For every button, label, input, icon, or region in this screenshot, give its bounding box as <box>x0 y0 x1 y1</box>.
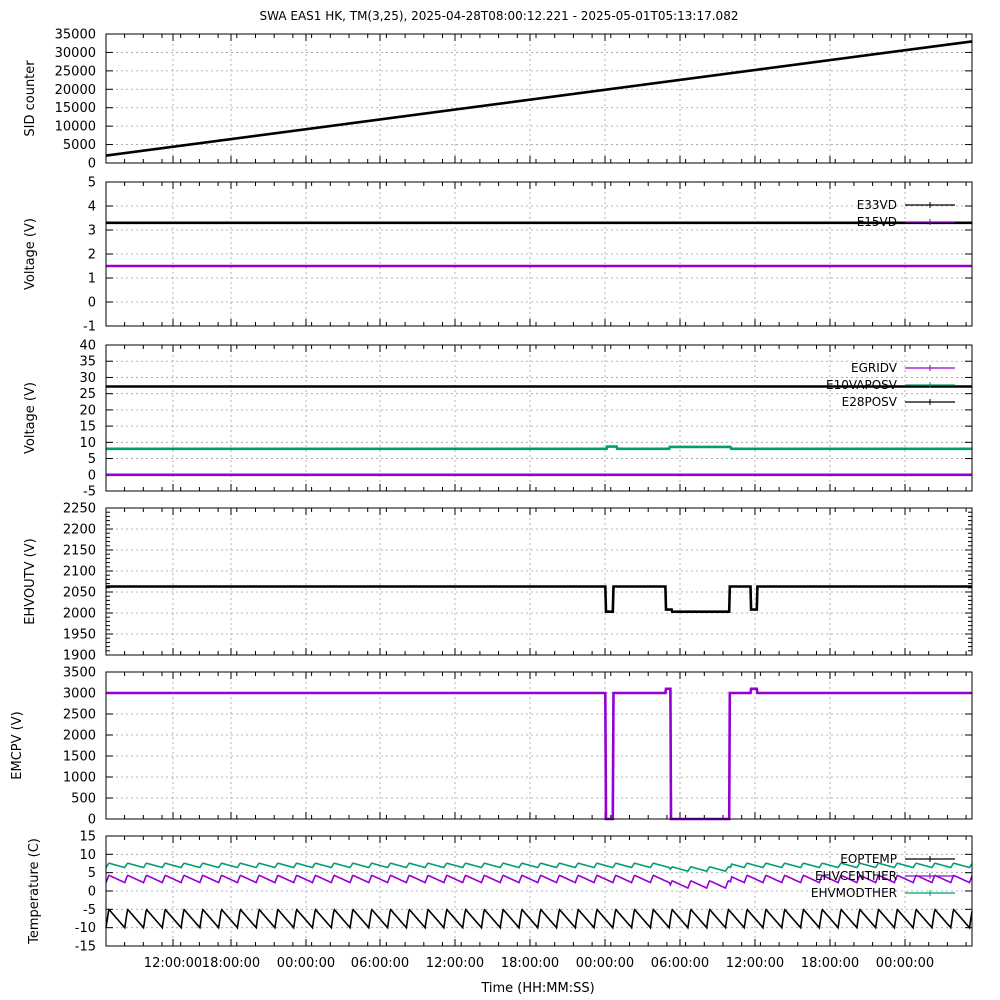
y-tick-label: 1000 <box>63 771 96 786</box>
legend-label: EHVMODTHER <box>811 886 897 900</box>
y-axis-label: Temperature (C) <box>27 838 42 945</box>
plot-frame <box>105 671 973 820</box>
y-tick-label: 2150 <box>63 544 96 559</box>
legend-label: E10VAPOSV <box>826 378 898 392</box>
y-tick-label: 30000 <box>55 46 96 61</box>
y-tick-label: 10 <box>79 848 96 863</box>
chart-panel: -1 0 1 2 3 4 5 Voltage (V) E33VD E15VD <box>23 176 973 335</box>
y-tick-label: 20000 <box>55 83 96 98</box>
plot-frame <box>105 835 973 947</box>
y-tick-label: 4 <box>88 200 96 215</box>
y-tick-label: 2 <box>88 248 96 263</box>
y-tick-label: 0 <box>88 157 96 172</box>
chart-panel: 0 5000 10000 15000 20000 25000 30000 35000 SID c… <box>23 28 973 172</box>
legend-label: E33VD <box>857 198 897 212</box>
y-tick-label: 3 <box>88 224 96 239</box>
y-tick-label: 15 <box>79 420 96 435</box>
series-ehvmodther-line <box>105 862 973 873</box>
series-p3-0-line <box>106 585 972 614</box>
x-tick-label: 00:00:00 <box>277 956 335 971</box>
x-tick-label: 12:00:00 <box>726 956 784 971</box>
y-tick-label: 1950 <box>63 628 96 643</box>
y-tick-label: 3500 <box>63 666 96 681</box>
y-tick-label: 1500 <box>63 750 96 765</box>
chart-panel: 0 500 1000 1500 2000 2500 3000 3500 EMCPV (V) <box>10 666 973 828</box>
chart-panel: -15 -10 -5 0 5 10 15 Temperature (C) EOPTEMP EHVC… <box>27 830 973 955</box>
x-tick-label: 12:00:00 <box>426 956 484 971</box>
y-tick-label: 2050 <box>63 586 96 601</box>
series-p4-0-line <box>106 687 972 821</box>
y-tick-label: 2250 <box>63 502 96 517</box>
y-tick-label: -5 <box>83 903 96 918</box>
plot-frame <box>105 181 973 327</box>
y-tick-label: 5 <box>88 866 96 881</box>
plot-frame <box>105 33 973 164</box>
y-tick-label: 2000 <box>63 729 96 744</box>
y-tick-label: -15 <box>75 940 96 955</box>
x-tick-label: 06:00:00 <box>651 956 709 971</box>
chart-title: SWA EAS1 HK, TM(3,25), 2025-04-28T08:00:… <box>260 9 739 23</box>
series-ehvcenther-line <box>105 874 973 890</box>
y-tick-label: 0 <box>88 468 96 483</box>
y-tick-label: -1 <box>83 320 96 335</box>
series-e10vaposv-line <box>106 445 972 451</box>
x-axis-label: Time (HH:MM:SS) <box>480 981 594 996</box>
y-tick-label: 10 <box>79 436 96 451</box>
y-axis-label: Voltage (V) <box>23 218 38 290</box>
y-tick-label: 10000 <box>55 120 96 135</box>
y-tick-label: 5 <box>88 176 96 191</box>
y-tick-label: 30 <box>79 371 96 386</box>
y-axis-label: EHVOUTV (V) <box>23 538 38 624</box>
y-tick-label: 2100 <box>63 565 96 580</box>
legend-label: EHVCENTHER <box>815 869 897 883</box>
legend-label: E15VD <box>857 215 897 229</box>
y-tick-label: 1 <box>88 272 96 287</box>
x-tick-label: 18:00:00 <box>501 956 559 971</box>
x-axis-tick-labels: 12:00:00 18:00:00 00:00:00 06:00:00 12:00:00… <box>144 956 934 971</box>
y-tick-label: 2000 <box>63 607 96 622</box>
x-tick-label: 06:00:00 <box>351 956 409 971</box>
legend-label: EOPTEMP <box>840 852 897 866</box>
x-tick-label: 18:00:00 <box>202 956 260 971</box>
y-tick-label: 5000 <box>63 138 96 153</box>
y-tick-label: 25000 <box>55 64 96 79</box>
plot-frame <box>105 344 973 492</box>
y-tick-label: 0 <box>88 813 96 828</box>
x-tick-label: 00:00:00 <box>876 956 934 971</box>
x-tick-label: 00:00:00 <box>576 956 634 971</box>
y-tick-label: 1900 <box>63 649 96 664</box>
y-axis-label: SID counter <box>23 60 38 137</box>
y-tick-label: 2200 <box>63 523 96 538</box>
y-axis-label: EMCPV (V) <box>10 711 25 779</box>
y-tick-label: -5 <box>83 485 96 500</box>
y-tick-label: 35 <box>79 355 96 370</box>
y-axis-label: Voltage (V) <box>23 382 38 454</box>
y-tick-label: 5 <box>88 452 96 467</box>
legend-label: EGRIDV <box>851 361 898 375</box>
y-tick-label: 500 <box>71 792 96 807</box>
y-tick-label: 15000 <box>55 101 96 116</box>
y-tick-label: -10 <box>75 921 96 936</box>
y-tick-label: 20 <box>79 403 96 418</box>
x-tick-label: 18:00:00 <box>801 956 859 971</box>
y-tick-label: 3000 <box>63 687 96 702</box>
y-tick-label: 15 <box>79 830 96 845</box>
series-eoptemp-line <box>105 908 973 930</box>
chart-panel: 1900 1950 2000 2050 2100 2150 2200 2250 EHVOUTV … <box>23 502 973 664</box>
legend-label: E28POSV <box>842 395 898 409</box>
y-tick-label: 2500 <box>63 708 96 723</box>
y-tick-label: 40 <box>79 339 96 354</box>
x-tick-label: 12:00:00 <box>144 956 202 971</box>
y-tick-label: 0 <box>88 885 96 900</box>
plot-frame <box>105 507 973 656</box>
series-p0-0-line <box>105 40 973 157</box>
y-tick-label: 35000 <box>55 28 96 43</box>
y-tick-label: 25 <box>79 387 96 402</box>
y-tick-label: 0 <box>88 296 96 311</box>
